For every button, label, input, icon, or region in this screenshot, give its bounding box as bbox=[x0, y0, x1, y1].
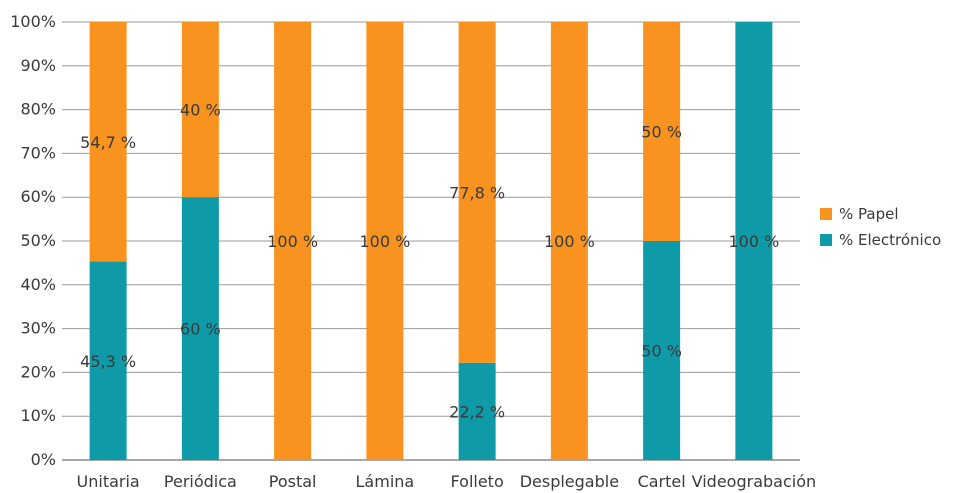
y-tick-label: 90% bbox=[20, 56, 56, 75]
legend: % Papel % Electrónico bbox=[820, 205, 941, 249]
x-category-label: Videograbación bbox=[692, 472, 817, 491]
y-tick-label: 50% bbox=[20, 231, 56, 250]
bars bbox=[89, 22, 773, 460]
y-axis-tick-labels: 0% 10% 20% 30% 40% 50% 60% 70% 80% 90% 100% bbox=[10, 12, 56, 469]
data-label: 100 % bbox=[544, 232, 595, 251]
data-label: 22,2 % bbox=[449, 402, 505, 421]
data-label: 54,7 % bbox=[80, 133, 136, 152]
bar-segment bbox=[274, 22, 312, 460]
x-category-label: Desplegable bbox=[520, 472, 619, 491]
x-axis-category-labels: Unitaria Periódica Postal Lámina Folleto Desp… bbox=[77, 472, 817, 491]
y-tick-label: 70% bbox=[20, 143, 56, 162]
bar-segment bbox=[366, 22, 404, 460]
y-tick-label: 60% bbox=[20, 187, 56, 206]
legend-swatch bbox=[820, 208, 832, 220]
data-label: 100 % bbox=[728, 232, 779, 251]
y-tick-label: 80% bbox=[20, 100, 56, 119]
x-category-label: Unitaria bbox=[77, 472, 140, 491]
bar-segment bbox=[458, 22, 496, 363]
data-label: 60 % bbox=[180, 320, 221, 339]
y-tick-label: 100% bbox=[10, 12, 56, 31]
data-labels: 45,3 % 54,7 % 60 % 40 % 100 % 100 % 22,2 % 77,8… bbox=[80, 101, 779, 422]
data-label: 100 % bbox=[359, 232, 410, 251]
y-tick-label: 10% bbox=[20, 406, 56, 425]
bar-segment bbox=[181, 197, 219, 460]
y-tick-label: 30% bbox=[20, 319, 56, 338]
y-tick-label: 0% bbox=[31, 450, 56, 469]
bar-segment bbox=[643, 22, 681, 241]
data-label: 45,3 % bbox=[80, 352, 136, 371]
bar-segment bbox=[735, 22, 773, 460]
data-label: 50 % bbox=[641, 123, 682, 142]
y-tick-label: 40% bbox=[20, 275, 56, 294]
y-tick-label: 20% bbox=[20, 362, 56, 381]
bar-segment bbox=[458, 362, 496, 460]
legend-swatch bbox=[820, 234, 832, 246]
x-category-label: Folleto bbox=[451, 472, 504, 491]
x-category-label: Lámina bbox=[356, 472, 415, 491]
bar-segment bbox=[89, 261, 127, 460]
gridlines bbox=[62, 21, 800, 461]
data-label: 100 % bbox=[267, 232, 318, 251]
x-category-label: Periódica bbox=[164, 472, 237, 491]
bar-segment bbox=[89, 22, 127, 262]
bar-segment bbox=[550, 22, 588, 460]
legend-entry: % Papel bbox=[839, 205, 899, 223]
data-label: 50 % bbox=[641, 342, 682, 361]
data-label: 77,8 % bbox=[449, 183, 505, 202]
bar-segment bbox=[181, 22, 219, 198]
legend-entry: % Electrónico bbox=[839, 231, 941, 249]
data-label: 40 % bbox=[180, 101, 221, 120]
x-category-label: Postal bbox=[269, 472, 317, 491]
x-category-label: Cartel bbox=[638, 472, 686, 491]
bar-segment bbox=[643, 241, 681, 460]
